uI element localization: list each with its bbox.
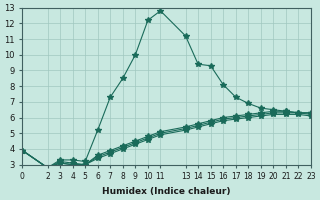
X-axis label: Humidex (Indice chaleur): Humidex (Indice chaleur) [102, 187, 231, 196]
